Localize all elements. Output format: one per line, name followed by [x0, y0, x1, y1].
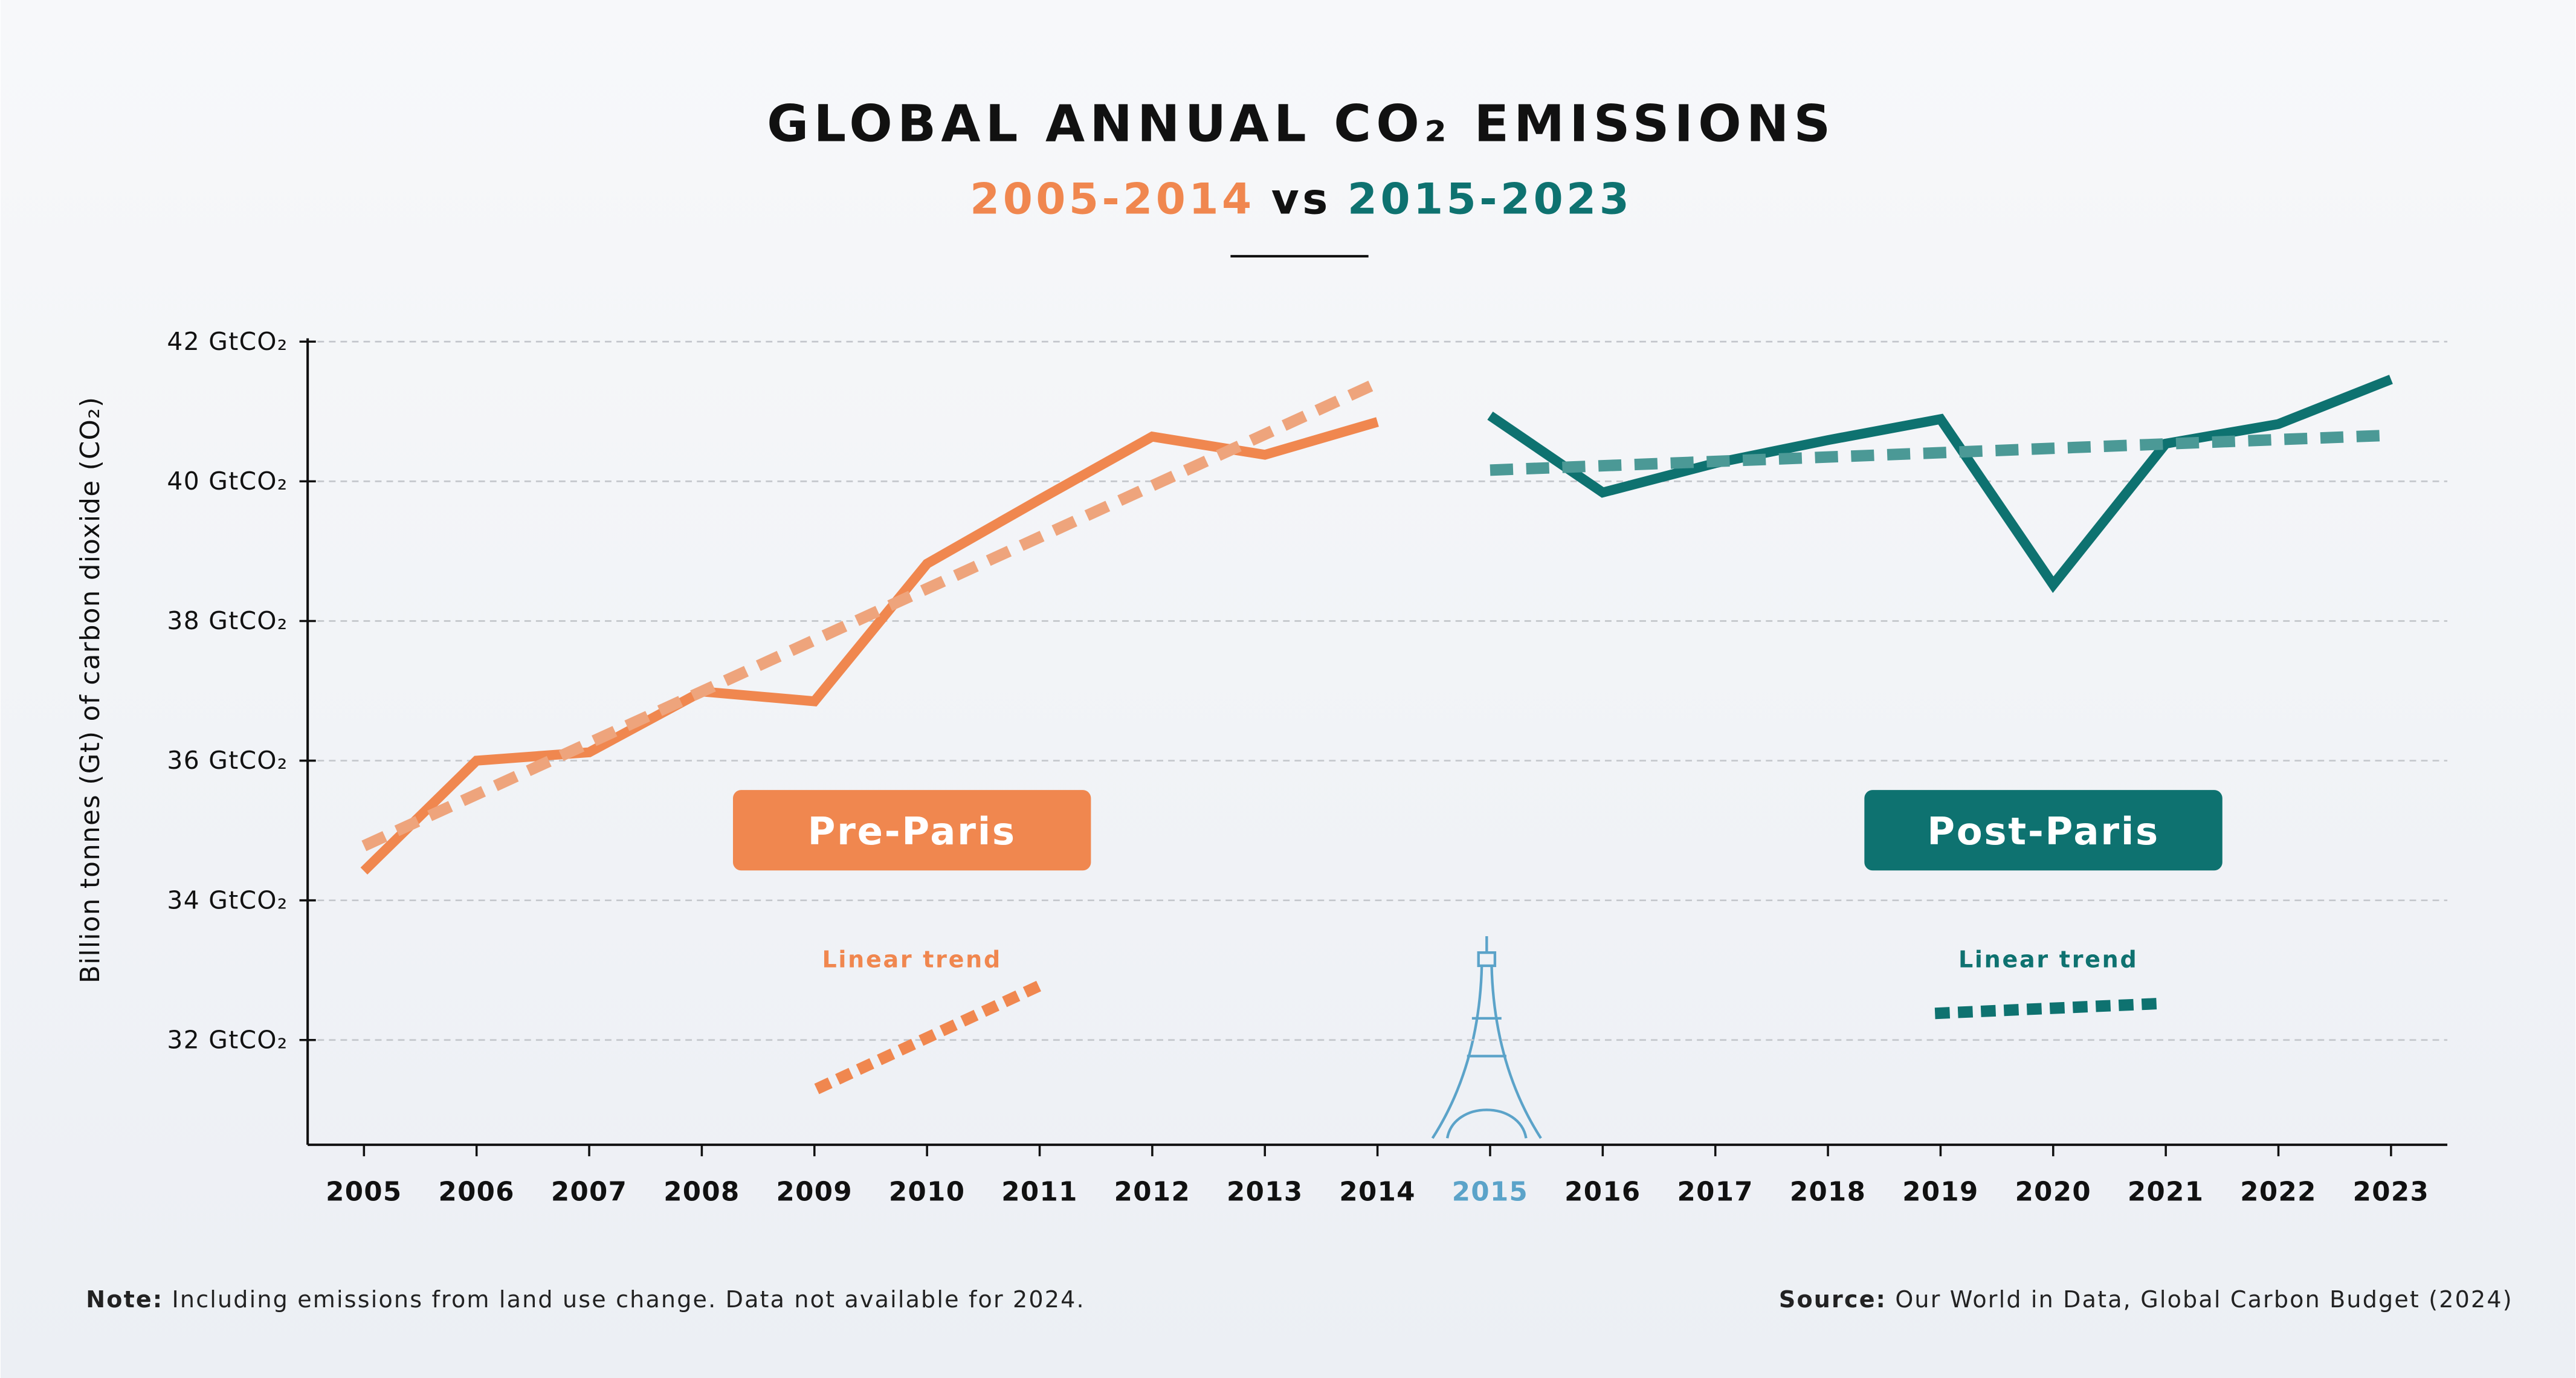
legend-box: [1864, 790, 2223, 871]
x-tick-label: 2005: [326, 1177, 402, 1208]
eiffel-tower-icon: [1431, 936, 1542, 1139]
note-label: Note:: [86, 1286, 163, 1313]
trend-line: [1490, 429, 2392, 476]
legend-trend-sample: [814, 980, 1043, 1095]
legend-label: Post-Paris: [1927, 809, 2160, 853]
x-tick-label: 2017: [1677, 1177, 1753, 1208]
legend-label: Pre-Paris: [808, 809, 1016, 853]
x-tick-label: 2022: [2240, 1177, 2316, 1208]
source-label: Source:: [1779, 1286, 1887, 1313]
x-tick-label: 2009: [776, 1177, 853, 1208]
source: Source: Our World in Data, Global Carbon…: [1779, 1286, 2513, 1313]
subtitle-part: 2015-2023: [1348, 173, 1632, 224]
subtitle-part: vs: [1271, 173, 1331, 224]
series-line: [1487, 375, 2393, 594]
x-tick-label: 2016: [1564, 1177, 1641, 1208]
x-tick-label: 2008: [663, 1177, 740, 1208]
y-tick-label: 36 GtCO₂: [167, 746, 288, 775]
series-line: [360, 417, 1379, 875]
trend-line: [361, 377, 1380, 852]
subtitle-part: 2005-2014: [970, 173, 1254, 224]
x-tick-label: 2020: [2015, 1177, 2091, 1208]
x-tick-label: 2018: [1790, 1177, 1866, 1208]
x-tick-label: 2010: [889, 1177, 965, 1208]
x-tick-label: 2021: [2128, 1177, 2204, 1208]
y-axis-label: Billion tonnes (Gt) of carbon dioxide (C…: [76, 396, 106, 983]
source-text: Our World in Data, Global Carbon Budget …: [1895, 1286, 2513, 1313]
y-tick-label: 32 GtCO₂: [167, 1025, 288, 1054]
note: Note: Including emissions from land use …: [86, 1286, 1085, 1313]
note-text: Including emissions from land use change…: [172, 1286, 1085, 1313]
legend-box: [732, 790, 1091, 871]
x-tick-label: 2015: [1452, 1177, 1528, 1208]
legend-trend-label: Linear trend: [822, 946, 1001, 973]
legend-trend-sample: [1934, 997, 2160, 1020]
x-tick-label: 2019: [1902, 1177, 1978, 1208]
y-tick-label: 34 GtCO₂: [167, 885, 288, 914]
x-tick-label: 2023: [2353, 1177, 2429, 1208]
chart-subtitle: 2005-2014 vs 2015-2023: [970, 173, 1632, 224]
y-tick-label: 38 GtCO₂: [167, 606, 288, 635]
x-tick-label: 2012: [1114, 1177, 1190, 1208]
y-tick-label: 40 GtCO₂: [167, 467, 288, 496]
x-tick-label: 2011: [1001, 1177, 1077, 1208]
chart-title: GLOBAL ANNUAL CO₂ EMISSIONS: [767, 94, 1835, 154]
x-tick-label: 2014: [1339, 1177, 1415, 1208]
x-tick-label: 2013: [1227, 1177, 1303, 1208]
x-tick-label: 2007: [551, 1177, 627, 1208]
legend-trend-label: Linear trend: [1958, 946, 2138, 973]
y-tick-label: 42 GtCO₂: [167, 327, 288, 356]
x-tick-label: 2006: [438, 1177, 514, 1208]
